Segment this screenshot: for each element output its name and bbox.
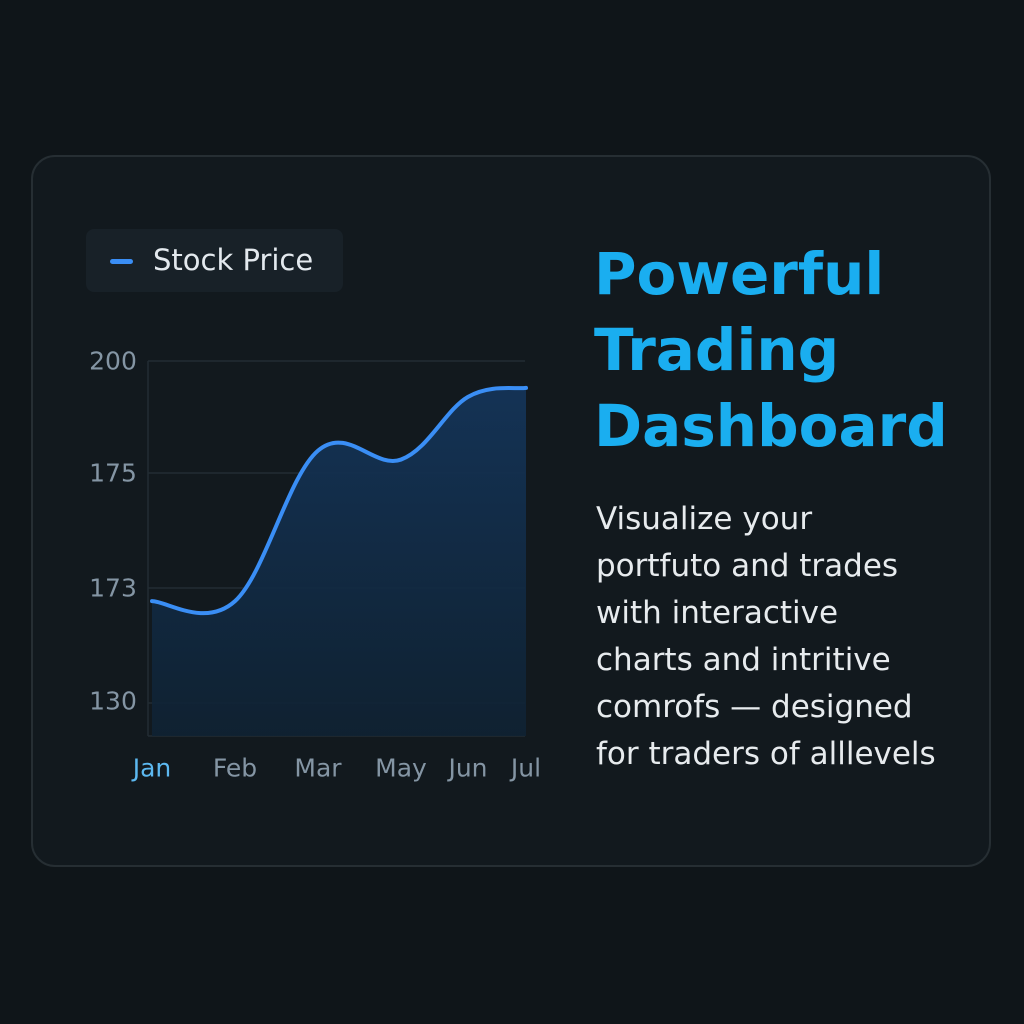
x-tick-label-feb: Feb	[213, 754, 257, 783]
series-area-stock-price	[152, 387, 526, 736]
description: Visualize your portfuto and trades with …	[596, 496, 986, 778]
description-line-6: for traders of alllevels	[596, 736, 936, 772]
x-tick-label-jan: Jan	[131, 754, 172, 783]
y-tick-label-130: 130	[89, 687, 137, 716]
description-line-2: portfuto and trades	[596, 548, 899, 584]
description-line-1: Visualize your	[596, 501, 813, 537]
y-tick-label-200: 200	[89, 347, 137, 376]
headline-line-2: Trading	[594, 316, 840, 384]
x-tick-label-jul: Jul	[509, 754, 541, 783]
y-tick-label-175: 175	[89, 459, 137, 488]
y-tick-label-173: 173	[89, 574, 137, 603]
description-line-3: with interactive	[596, 595, 839, 631]
legend-swatch	[110, 259, 133, 264]
description-line-5: comrofs — designed	[596, 689, 913, 725]
x-tick-label-may: May	[375, 754, 427, 783]
x-tick-label-mar: Mar	[294, 754, 342, 783]
headline-line-1: Powerful	[594, 240, 885, 308]
series-line-stock-price	[150, 385, 528, 616]
description-line-4: charts and intritive	[596, 642, 891, 678]
headline: Powerful Trading Dashboard	[594, 236, 974, 464]
chart-legend: Stock Price	[86, 229, 343, 292]
headline-line-3: Dashboard	[594, 392, 948, 460]
legend-label: Stock Price	[153, 243, 314, 277]
x-tick-label-jun: Jun	[446, 754, 487, 783]
